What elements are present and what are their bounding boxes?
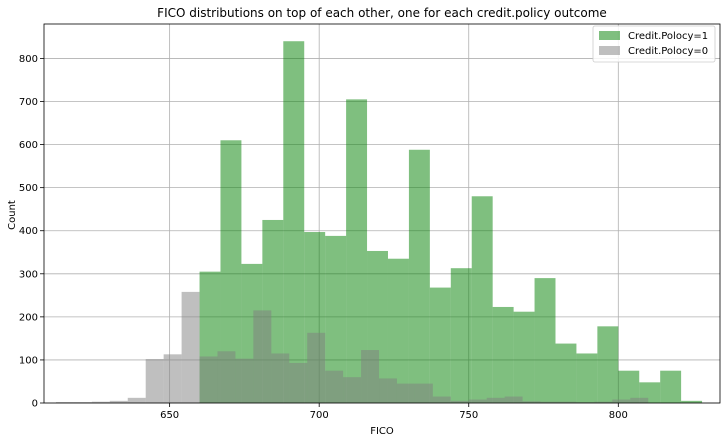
- histogram-bar: [325, 235, 347, 403]
- histogram-bar: [618, 370, 640, 403]
- histogram-bar: [346, 99, 368, 403]
- histogram-bar: [253, 310, 272, 403]
- legend: Credit.Polocy=1 Credit.Polocy=0: [592, 25, 716, 63]
- series-0: [199, 41, 703, 404]
- histogram-bar: [522, 401, 541, 403]
- y-tick-label: 200: [19, 312, 38, 323]
- legend-swatch-credit-policy-0: [599, 46, 620, 55]
- histogram-bar: [55, 402, 74, 403]
- histogram-bar: [199, 356, 218, 403]
- histogram-bar: [576, 402, 595, 403]
- series-1: [55, 291, 649, 403]
- histogram-bar: [307, 332, 326, 403]
- legend-label-credit-policy-0: Credit.Polocy=0: [628, 46, 708, 57]
- histogram-bar: [576, 353, 598, 403]
- histogram-bar: [289, 362, 308, 403]
- axis-ticks: 650 700 750 800 0 100 200 300 400 500 600 700 800: [19, 54, 628, 421]
- y-tick-label: 600: [19, 140, 38, 151]
- x-tick-label: 700: [310, 410, 329, 421]
- legend-box: [592, 25, 716, 63]
- y-tick-label: 300: [19, 269, 38, 280]
- histogram-bar: [181, 291, 200, 403]
- legend-swatch-credit-policy-1: [599, 31, 620, 40]
- histogram-bar: [597, 326, 619, 403]
- x-axis-label: FICO: [370, 426, 394, 437]
- histogram-bar: [594, 401, 613, 403]
- histogram-bar: [163, 354, 182, 403]
- histogram-bar: [217, 351, 236, 403]
- histogram-bar: [109, 400, 128, 403]
- histogram-bar: [271, 353, 290, 403]
- y-tick-label: 500: [19, 183, 38, 194]
- histogram-bar: [361, 350, 380, 403]
- histogram-bar: [450, 400, 469, 403]
- histogram-bar: [343, 377, 362, 403]
- histogram-bar: [387, 258, 409, 403]
- histogram-bar: [630, 397, 649, 403]
- histogram-bar: [486, 397, 505, 403]
- histogram-bar: [396, 383, 415, 403]
- x-tick-label: 650: [160, 410, 179, 421]
- y-tick-label: 100: [19, 355, 38, 366]
- histogram-bar: [540, 401, 559, 403]
- histogram-bar: [660, 370, 682, 403]
- histogram-bar: [127, 397, 146, 403]
- histogram-bar: [504, 396, 523, 403]
- legend-label-credit-policy-1: Credit.Polocy=1: [628, 31, 708, 42]
- x-tick-label: 800: [609, 410, 628, 421]
- bars: [55, 41, 703, 404]
- histogram-bar: [555, 343, 577, 403]
- histogram-bar: [468, 399, 487, 403]
- histogram-bar: [558, 401, 577, 403]
- y-axis-label: Count: [7, 200, 18, 230]
- histogram-bar: [408, 149, 430, 403]
- histogram-bar: [414, 383, 433, 403]
- histogram-bar: [379, 378, 397, 403]
- histogram-bar: [73, 402, 92, 403]
- histogram-bar: [681, 400, 703, 403]
- chart-title: FICO distributions on top of each other,…: [157, 6, 607, 20]
- histogram-bar: [145, 359, 164, 403]
- histogram-bar: [235, 358, 254, 403]
- y-tick-label: 400: [19, 226, 38, 237]
- histogram-bar: [325, 370, 344, 403]
- y-tick-label: 700: [19, 97, 38, 108]
- histogram-bar: [283, 41, 305, 404]
- histogram-bar: [513, 311, 535, 403]
- x-tick-label: 750: [459, 410, 478, 421]
- y-tick-label: 800: [19, 54, 38, 65]
- y-tick-label: 0: [32, 399, 38, 410]
- histogram-bar: [450, 268, 472, 403]
- histogram-bar: [471, 196, 493, 403]
- histogram-bar: [534, 278, 556, 403]
- histogram-bar: [432, 396, 451, 403]
- plot-frame: [43, 23, 721, 404]
- histogram-bar: [220, 140, 242, 403]
- histogram-bar: [429, 287, 451, 403]
- histogram-bar: [612, 399, 631, 403]
- histogram-bar: [91, 401, 110, 403]
- histogram-bar: [492, 306, 514, 403]
